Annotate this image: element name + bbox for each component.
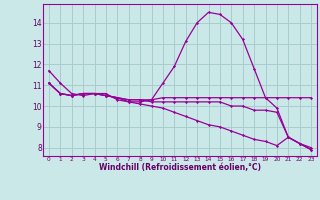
X-axis label: Windchill (Refroidissement éolien,°C): Windchill (Refroidissement éolien,°C) bbox=[99, 163, 261, 172]
